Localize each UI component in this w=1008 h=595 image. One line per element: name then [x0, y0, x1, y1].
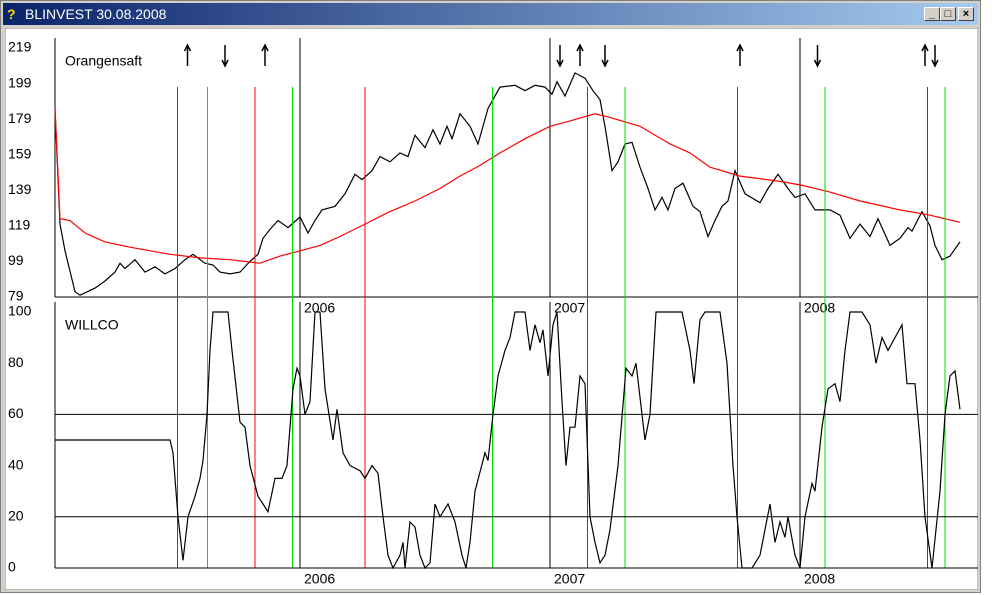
x-tick-label: 2006: [304, 300, 335, 316]
maximize-button[interactable]: □: [940, 7, 956, 21]
data-line: [54, 72, 961, 296]
chart-title: Orangensaft: [65, 53, 142, 69]
signal-arrow: [813, 45, 822, 68]
signal-arrow: [921, 43, 929, 66]
y-tick-label: 99: [8, 252, 24, 268]
y-tick-label: 219: [8, 39, 32, 55]
y-tick-label: 60: [8, 405, 24, 421]
signal-arrow: [261, 43, 269, 66]
data-line: [54, 108, 961, 264]
y-tick-label: 139: [8, 181, 32, 197]
signal-arrow: [931, 45, 939, 68]
signal-arrow: [556, 45, 564, 68]
x-tick-label: 2006: [304, 571, 335, 587]
y-tick-label: 100: [8, 303, 32, 319]
x-tick-label: 2007: [554, 300, 585, 316]
y-tick-label: 20: [8, 508, 24, 524]
x-tick-label: 2008: [804, 300, 835, 316]
signal-arrow: [736, 43, 744, 66]
close-button[interactable]: ×: [958, 7, 974, 21]
y-tick-label: 79: [8, 288, 24, 304]
y-tick-label: 159: [8, 145, 32, 161]
window-title: BLINVEST 30.08.2008: [25, 6, 167, 22]
y-tick-label: 40: [8, 456, 24, 472]
data-line: [55, 311, 961, 570]
app-icon: ?: [7, 6, 16, 22]
x-tick-label: 2007: [554, 571, 585, 587]
x-tick-label: 2008: [804, 571, 835, 587]
y-tick-label: 0: [8, 559, 16, 575]
minimize-button[interactable]: _: [924, 7, 940, 21]
y-tick-label: 179: [8, 110, 32, 126]
chart-title: WILLCO: [65, 317, 119, 333]
signal-arrow: [183, 43, 192, 66]
signal-arrow: [221, 45, 229, 68]
chart-background: [5, 28, 978, 590]
y-tick-label: 199: [8, 74, 32, 90]
y-tick-label: 119: [8, 217, 31, 233]
chart-area: 79 99 119 139 159 179 199 219 2006 2007 2008 Orange…: [5, 28, 978, 590]
signal-arrow: [576, 43, 584, 66]
signal-arrow: [601, 45, 609, 68]
y-tick-label: 80: [8, 354, 24, 370]
title-bar: ? BLINVEST 30.08.2008 _ □ ×: [3, 3, 978, 25]
